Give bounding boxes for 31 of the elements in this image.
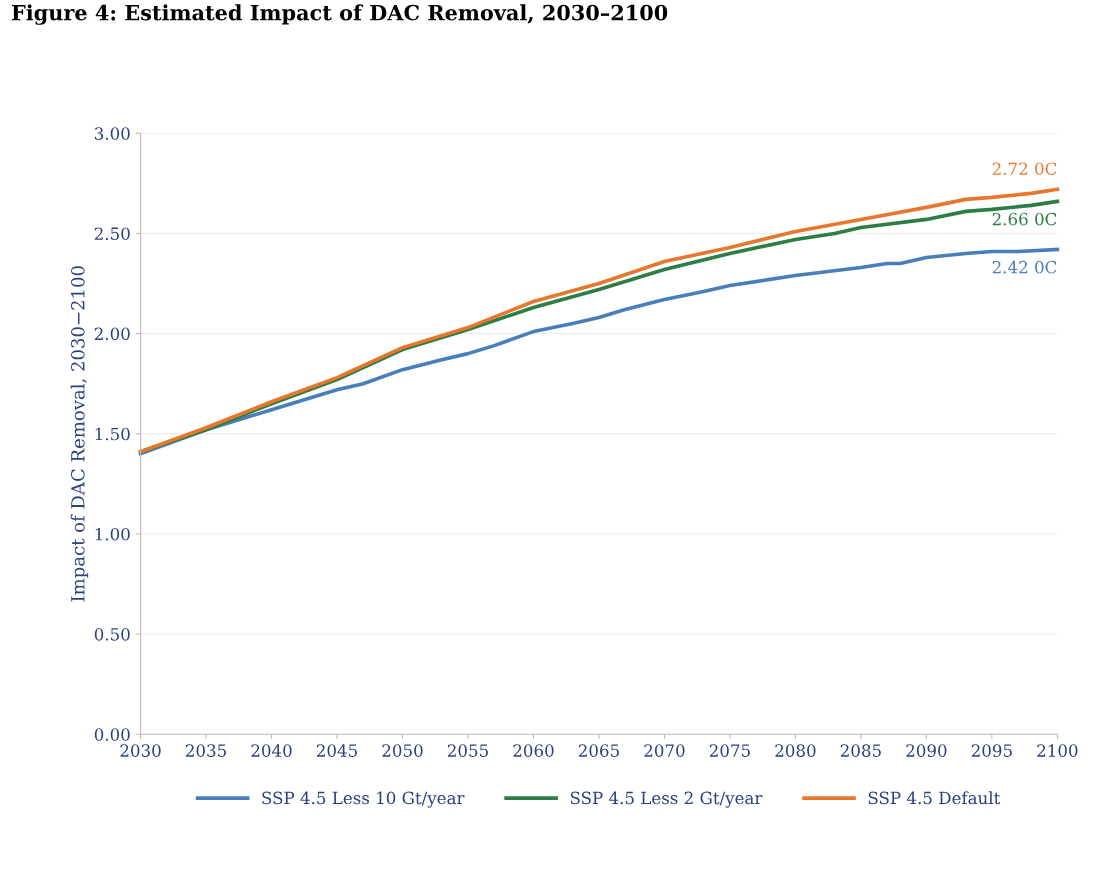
y-tick-label: 3.00 [94,127,130,140]
line-series [138,247,1060,456]
y-tick-label: 2.00 [94,327,130,341]
y-axis-title: Impact of DAC Removal, 2030−2100 [70,266,89,602]
x-tick-label: 2065 [578,744,619,757]
y-tick-label: 0.00 [94,728,130,741]
x-tick-label: 2060 [513,744,554,757]
x-tick-label: 2055 [447,744,488,757]
x-tick-label: 2030 [120,744,161,757]
x-tick-label: 2090 [906,744,947,757]
y-tick-label: 1.00 [95,527,130,541]
annotation: 2.42 0C [992,260,1057,274]
legend-label: SSP 4.5 Less 2 Gt/year [570,791,763,808]
x-tick-label: 2050 [382,744,423,757]
x-tick-label: 2070 [644,744,685,757]
x-tick-label: 2075 [709,744,750,757]
annotation: 2.72 0C [992,162,1057,176]
y-tick-label: 1.50 [95,427,130,441]
annotation: 2.66 0C [992,212,1057,226]
x-tick-label: 2045 [316,744,357,757]
y-tick-label: 2.50 [94,227,130,240]
x-tick-label: 2095 [971,744,1012,757]
x-tick-label: 2100 [1037,744,1078,757]
legend-label: SSP 4.5 Less 10 Gt/year [262,791,465,808]
y-tick-label: 0.50 [94,628,130,641]
x-tick-label: 2040 [251,744,292,757]
chart-title: Figure 4: Estimated Impact of DAC Removal, 2030–2100 [11,4,668,25]
x-tick-label: 2035 [185,744,226,757]
legend-label: SSP 4.5 Default [868,791,1001,805]
x-tick-label: 2080 [775,744,816,757]
x-tick-label: 2085 [840,744,881,757]
